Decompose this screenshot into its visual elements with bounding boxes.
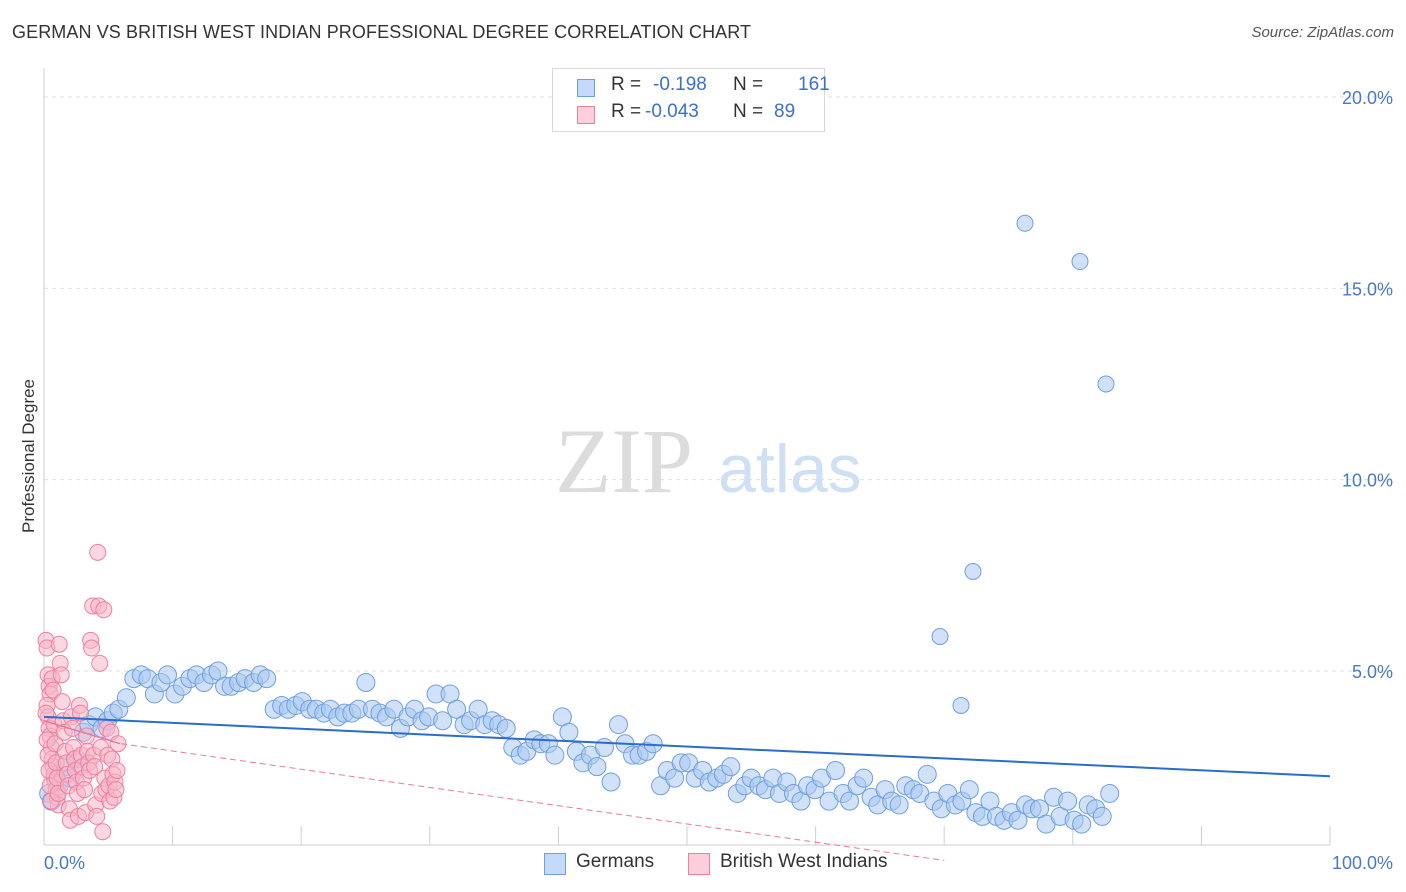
german-point <box>964 563 982 581</box>
german-point <box>447 699 467 719</box>
german-point <box>931 628 949 646</box>
bwi-point <box>76 781 94 799</box>
r-label: R = <box>611 74 642 95</box>
legend-row-germans: R = -0.198 N = 161 <box>553 74 830 102</box>
german-point <box>601 772 621 792</box>
german-point <box>643 734 663 754</box>
y-tick-label: 10.0% <box>1342 471 1393 491</box>
german-point <box>158 665 178 685</box>
y-tick-label: 20.0% <box>1342 88 1393 108</box>
x-tick-label: 100.0% <box>1332 853 1393 873</box>
german-point <box>1071 253 1089 271</box>
bwi-point <box>108 761 126 779</box>
german-point <box>559 722 579 742</box>
y-tick-label: 15.0% <box>1342 279 1393 299</box>
german-point <box>826 760 846 780</box>
german-point <box>545 745 565 765</box>
bwi-point <box>44 681 62 699</box>
chart-title: GERMAN VS BRITISH WEST INDIAN PROFESSION… <box>12 22 752 42</box>
german-point <box>1008 810 1028 830</box>
german-point <box>496 718 516 738</box>
german-point <box>116 688 136 708</box>
german-point <box>608 715 628 735</box>
bwi-point <box>63 719 81 737</box>
bwi-point <box>95 601 113 619</box>
bwi-point <box>52 666 70 684</box>
watermark-atlas: atlas <box>718 431 862 507</box>
n-label: N = <box>733 101 764 122</box>
x-tick-label: 0.0% <box>44 853 85 873</box>
n-value: 161 <box>798 74 830 95</box>
germans-legend-label: Germans <box>576 851 655 872</box>
germans-swatch <box>577 79 595 97</box>
german-point <box>1016 214 1034 232</box>
n-label: N = <box>733 74 764 95</box>
bwi-point <box>94 823 112 841</box>
german-point <box>1100 783 1120 803</box>
german-point <box>356 672 376 692</box>
german-point <box>1092 806 1112 826</box>
stats-legend: R = -0.198 N = 161 R = -0.043 N = 89 <box>552 68 830 132</box>
german-point <box>1097 375 1115 393</box>
bwi-point <box>86 758 104 776</box>
bwi-swatch <box>577 106 595 124</box>
bwi-point <box>88 807 106 825</box>
y-tick-label: 5.0% <box>1352 662 1393 682</box>
bwi-legend-swatch <box>688 853 710 875</box>
watermark-zip: ZIP <box>555 410 693 512</box>
german-point <box>721 757 741 777</box>
bwi-point <box>89 543 107 561</box>
german-point <box>959 780 979 800</box>
r-label: R = <box>611 101 642 122</box>
r-value: -0.198 <box>653 74 707 95</box>
bwi-point <box>50 635 68 653</box>
bwi-trend-line-solid <box>43 720 121 745</box>
german-point <box>917 764 937 784</box>
y-axis-label: Professional Degree <box>19 379 38 533</box>
bwi-trend-line <box>121 743 945 861</box>
german-point <box>889 795 909 815</box>
german-point <box>257 669 277 689</box>
germans-trend-line <box>43 715 1331 778</box>
source-label: Source: ZipAtlas.com <box>1251 24 1394 41</box>
german-point <box>840 791 860 811</box>
german-point <box>587 757 607 777</box>
legend-row-bwi: R = -0.043 N = 89 <box>553 101 824 129</box>
germans-legend-swatch <box>544 853 566 875</box>
german-point <box>952 696 970 714</box>
german-point <box>1058 791 1078 811</box>
bwi-point <box>83 639 101 657</box>
german-point <box>1072 814 1092 834</box>
german-point <box>433 711 453 731</box>
bwi-point <box>107 781 125 799</box>
bwi-legend-label: British West Indians <box>720 851 888 872</box>
r-value: -0.043 <box>645 101 699 122</box>
n-value: 89 <box>774 101 796 122</box>
bwi-point <box>91 654 109 672</box>
bwi-point <box>71 704 89 722</box>
german-point <box>854 768 874 788</box>
bwi-point <box>53 693 71 711</box>
german-point <box>594 738 614 758</box>
